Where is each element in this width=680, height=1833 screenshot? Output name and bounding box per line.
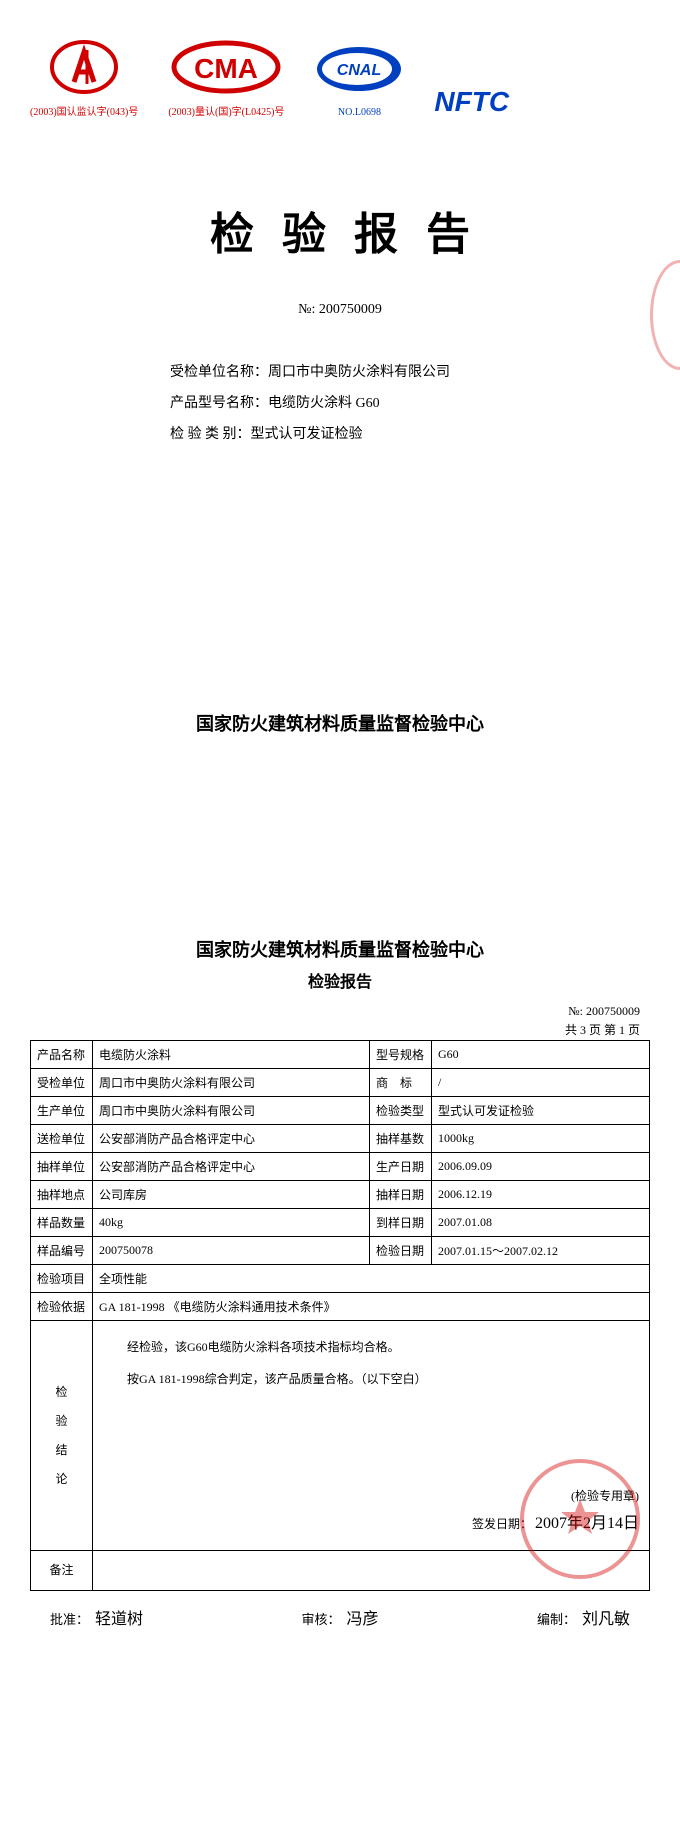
- svg-text:CNAL: CNAL: [337, 62, 381, 79]
- info-value: 周口市中奥防火涂料有限公司: [268, 358, 450, 389]
- cell-label: 产品名称: [31, 1041, 93, 1069]
- logo-cma: CMA (2003)量认(国)字(L0425)号: [168, 40, 284, 118]
- logo-nftc: NFTC: [434, 86, 509, 118]
- a-logo-caption: (2003)国认监认字(043)号: [30, 103, 138, 118]
- sig-approve: 批准： 轻道树: [50, 1605, 143, 1629]
- basis-label: 检验依据: [31, 1293, 93, 1321]
- logo-a: (2003)国认监认字(043)号: [30, 40, 138, 118]
- page2-subtitle: 检验报告: [30, 968, 650, 992]
- test-item-label: 检验项目: [31, 1265, 93, 1293]
- cell-value: 电缆防火涂料: [93, 1041, 370, 1069]
- table-row: 产品名称 电缆防火涂料 型号规格 G60: [31, 1041, 650, 1069]
- info-row: 产品型号名称： 电缆防火涂料 G60: [170, 389, 510, 420]
- cell-label: 型号规格: [370, 1041, 432, 1069]
- logo-cnal: CNAL NO.L0698: [314, 44, 404, 118]
- info-label: 产品型号名称：: [170, 389, 268, 420]
- conclusion-line2: 按GA 181-1998综合判定，该产品质量合格。（以下空白）: [103, 1367, 639, 1391]
- partial-seal: [650, 260, 680, 370]
- conclusion-line1: 经检验，该G60电缆防火涂料各项技术指标均合格。: [103, 1335, 639, 1359]
- number-value: 200750009: [319, 302, 382, 317]
- page2-pageinfo: 共 3 页 第 1 页: [30, 1021, 650, 1038]
- official-stamp-icon: [520, 1459, 640, 1579]
- cnal-logo-caption: NO.L0698: [314, 107, 404, 118]
- info-row: 受检单位名称： 周口市中奥防火涂料有限公司: [170, 358, 510, 389]
- cell-value: G60: [432, 1041, 650, 1069]
- info-value: 型式认可发证检验: [251, 420, 363, 451]
- cover-info: 受检单位名称： 周口市中奥防火涂料有限公司 产品型号名称： 电缆防火涂料 G60…: [170, 358, 510, 450]
- cnal-logo-icon: CNAL: [314, 44, 404, 99]
- table-row: 受检单位 周口市中奥防火涂料有限公司 商 标 /: [31, 1069, 650, 1097]
- sig-compile: 编制： 刘凡敏: [537, 1605, 630, 1629]
- info-value: 电缆防火涂料 G60: [268, 389, 380, 420]
- info-row: 检 验 类 别： 型式认可发证检验: [170, 420, 510, 451]
- page2-title: 国家防火建筑材料质量监督检验中心: [30, 936, 650, 962]
- info-label: 检 验 类 别：: [170, 420, 251, 451]
- remark-label: 备注: [31, 1551, 93, 1591]
- logo-row: (2003)国认监认字(043)号 CMA (2003)量认(国)字(L0425…: [30, 40, 650, 118]
- issuing-org: 国家防火建筑材料质量监督检验中心: [30, 710, 650, 736]
- table-row: 生产单位 周口市中奥防火涂料有限公司 检验类型 型式认可发证检验: [31, 1097, 650, 1125]
- table-row: 抽样地点 公司库房 抽样日期 2006.12.19: [31, 1181, 650, 1209]
- a-logo-icon: [49, 40, 119, 95]
- table-row: 检验依据 GA 181-1998 《电缆防火涂料通用技术条件》: [31, 1293, 650, 1321]
- main-title: 检验报告: [30, 198, 650, 262]
- sig-review: 审核： 冯彦: [301, 1605, 378, 1629]
- basis: GA 181-1998 《电缆防火涂料通用技术条件》: [93, 1293, 650, 1321]
- signatures: 批准： 轻道树 审核： 冯彦 编制： 刘凡敏: [30, 1591, 650, 1629]
- cma-logo-caption: (2003)量认(国)字(L0425)号: [168, 103, 284, 118]
- cma-logo-icon: CMA: [171, 40, 281, 95]
- info-label: 受检单位名称：: [170, 358, 268, 389]
- nftc-text: NFTC: [434, 86, 509, 118]
- test-item: 全项性能: [93, 1265, 650, 1293]
- table-row: 送检单位 公安部消防产品合格评定中心 抽样基数 1000kg: [31, 1125, 650, 1153]
- table-row: 样品编号 200750078 检验日期 2007.01.15～2007.02.1…: [31, 1237, 650, 1265]
- number-label: №:: [298, 302, 315, 317]
- conclusion-label: 检验结论: [31, 1321, 93, 1551]
- svg-text:CMA: CMA: [194, 53, 258, 84]
- table-row: 样品数量 40kg 到样日期 2007.01.08: [31, 1209, 650, 1237]
- page2-number: №: 200750009: [30, 1004, 650, 1019]
- report-number: №: 200750009: [30, 302, 650, 318]
- table-row: 抽样单位 公安部消防产品合格评定中心 生产日期 2006.09.09: [31, 1153, 650, 1181]
- table-row: 检验项目 全项性能: [31, 1265, 650, 1293]
